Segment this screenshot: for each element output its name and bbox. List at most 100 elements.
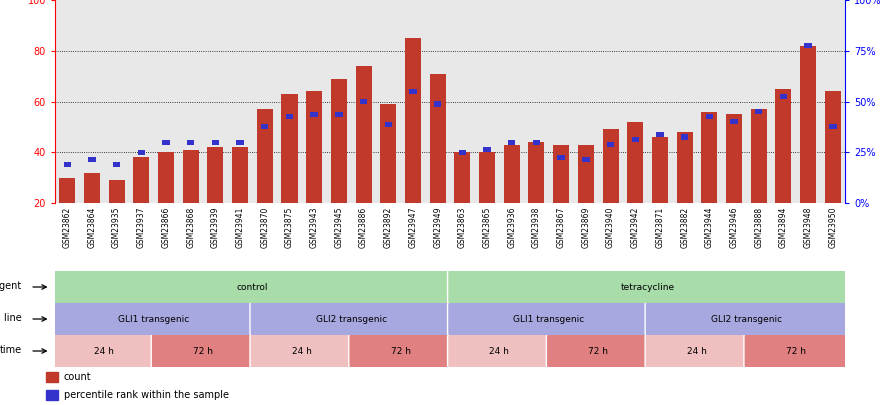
Text: tetracycline: tetracycline (620, 283, 674, 292)
Text: 72 h: 72 h (589, 347, 608, 356)
Bar (64, 162, 71, 168)
Bar (261, 124, 268, 130)
FancyBboxPatch shape (546, 333, 650, 369)
FancyBboxPatch shape (645, 301, 848, 337)
Bar (701, 112, 718, 203)
Text: GLI2 transgenic: GLI2 transgenic (711, 315, 782, 324)
FancyBboxPatch shape (448, 269, 848, 305)
Bar (603, 130, 619, 203)
Text: GLI1 transgenic: GLI1 transgenic (513, 315, 584, 324)
Text: 72 h: 72 h (390, 347, 411, 356)
Text: agent: agent (0, 281, 22, 291)
Bar (775, 89, 791, 203)
Bar (726, 114, 742, 203)
Text: 72 h: 72 h (193, 347, 213, 356)
FancyBboxPatch shape (250, 333, 354, 369)
Bar (479, 152, 495, 203)
Text: GSM23950: GSM23950 (828, 207, 837, 248)
Text: GSM23940: GSM23940 (606, 207, 615, 248)
Bar (533, 140, 540, 145)
Text: GSM23948: GSM23948 (804, 207, 812, 248)
Bar (607, 142, 614, 147)
Bar (780, 94, 787, 99)
Bar (632, 137, 639, 142)
Bar (750, 109, 766, 203)
Bar (627, 122, 643, 203)
Bar (236, 140, 243, 145)
FancyBboxPatch shape (448, 333, 551, 369)
Bar (385, 122, 392, 127)
Bar (286, 114, 293, 119)
Bar (109, 180, 125, 203)
Bar (508, 140, 515, 145)
Text: GSM23870: GSM23870 (260, 207, 269, 248)
Bar (46, 371, 58, 382)
Text: GSM23941: GSM23941 (235, 207, 244, 248)
Text: GSM23875: GSM23875 (285, 207, 294, 248)
Bar (212, 140, 219, 145)
Bar (381, 104, 396, 203)
Bar (356, 66, 372, 203)
Text: GSM23894: GSM23894 (779, 207, 788, 248)
Bar (88, 157, 96, 162)
Text: 24 h: 24 h (95, 347, 114, 356)
Text: cell line: cell line (0, 313, 22, 323)
Text: GSM23868: GSM23868 (186, 207, 196, 247)
Bar (705, 114, 713, 119)
FancyBboxPatch shape (349, 333, 452, 369)
Bar (825, 92, 841, 203)
Text: GSM23862: GSM23862 (63, 207, 72, 247)
Bar (528, 142, 544, 203)
Text: GSM23942: GSM23942 (631, 207, 640, 248)
Bar (59, 178, 75, 203)
Bar (331, 79, 347, 203)
Bar (137, 150, 145, 155)
Bar (405, 38, 421, 203)
Bar (113, 162, 120, 168)
Bar (232, 147, 248, 203)
Text: GSM23935: GSM23935 (112, 207, 121, 248)
Bar (578, 145, 594, 203)
FancyBboxPatch shape (448, 301, 650, 337)
Bar (311, 112, 318, 117)
Bar (182, 150, 199, 203)
FancyBboxPatch shape (151, 333, 255, 369)
Text: time: time (0, 345, 22, 355)
FancyBboxPatch shape (52, 333, 156, 369)
FancyBboxPatch shape (744, 333, 848, 369)
Bar (162, 140, 170, 145)
Bar (558, 155, 565, 160)
Bar (582, 157, 589, 162)
Text: GSM23944: GSM23944 (704, 207, 714, 248)
Bar (187, 140, 195, 145)
Bar (652, 137, 668, 203)
Bar (306, 92, 322, 203)
Bar (755, 109, 763, 114)
FancyBboxPatch shape (52, 301, 255, 337)
FancyBboxPatch shape (250, 301, 452, 337)
FancyBboxPatch shape (52, 269, 452, 305)
Bar (207, 147, 223, 203)
Bar (84, 173, 100, 203)
Text: GSM23864: GSM23864 (88, 207, 96, 248)
Text: percentile rank within the sample: percentile rank within the sample (64, 390, 228, 400)
Bar (454, 152, 471, 203)
Bar (158, 152, 174, 203)
Text: GSM23945: GSM23945 (335, 207, 343, 248)
Text: GLI1 transgenic: GLI1 transgenic (118, 315, 189, 324)
Text: GSM23947: GSM23947 (409, 207, 418, 248)
Text: GSM23943: GSM23943 (310, 207, 319, 248)
Text: GSM23866: GSM23866 (161, 207, 171, 248)
Text: 24 h: 24 h (687, 347, 707, 356)
Text: 24 h: 24 h (292, 347, 312, 356)
Text: GSM23936: GSM23936 (507, 207, 516, 248)
Bar (281, 94, 297, 203)
Text: control: control (236, 283, 268, 292)
Text: GSM23882: GSM23882 (681, 207, 689, 247)
Bar (800, 46, 816, 203)
Bar (409, 89, 417, 94)
Bar (504, 145, 519, 203)
Bar (677, 132, 693, 203)
Text: GSM23863: GSM23863 (458, 207, 467, 248)
Text: GSM23949: GSM23949 (433, 207, 442, 248)
